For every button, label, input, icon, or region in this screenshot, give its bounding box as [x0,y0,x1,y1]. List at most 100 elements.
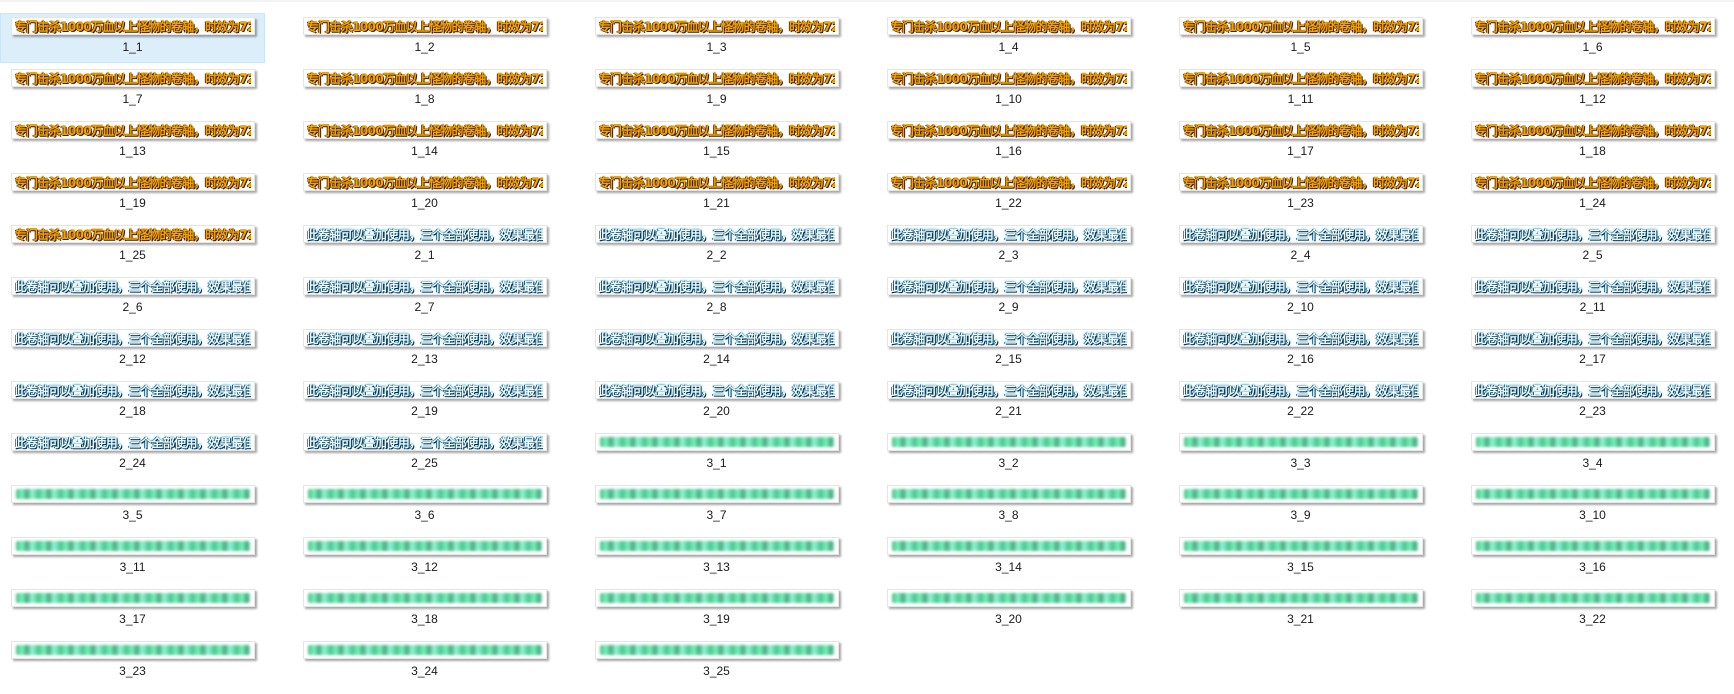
image-thumbnail [1470,589,1715,607]
file-item[interactable]: 此卷轴可以叠加使用，三个全部使用，效果最佳 2_14 [585,326,848,374]
file-item[interactable]: 3_22 [1461,586,1724,634]
thumbnail-frame: 此卷轴可以叠加使用，三个全部使用，效果最佳 [1178,224,1423,244]
file-item[interactable]: 3_9 [1169,482,1432,530]
file-item[interactable]: 3_3 [1169,430,1432,478]
file-item[interactable]: 此卷轴可以叠加使用，三个全部使用，效果最佳 2_12 [1,326,264,374]
file-item[interactable]: 此卷轴可以叠加使用，三个全部使用，效果最佳 2_21 [877,378,1140,426]
file-item[interactable]: 3_2 [877,430,1140,478]
file-item[interactable]: 专门击杀1000万血以上怪物的卷轴，时效为72小时 1_13 [1,118,264,166]
file-item[interactable]: 此卷轴可以叠加使用，三个全部使用，效果最佳 2_3 [877,222,1140,270]
file-item[interactable]: 3_24 [293,638,556,686]
thumbnail-caption-text: 专门击杀1000万血以上怪物的卷轴，时效为72小时 [890,123,1127,138]
file-item[interactable]: 3_19 [585,586,848,634]
file-item[interactable]: 专门击杀1000万血以上怪物的卷轴，时效为72小时 1_5 [1169,14,1432,62]
file-item[interactable]: 此卷轴可以叠加使用，三个全部使用，效果最佳 2_8 [585,274,848,322]
file-item[interactable]: 专门击杀1000万血以上怪物的卷轴，时效为72小时 1_10 [877,66,1140,114]
image-thumbnail: 此卷轴可以叠加使用，三个全部使用，效果最佳 [1178,225,1423,243]
file-item[interactable]: 此卷轴可以叠加使用，三个全部使用，效果最佳 2_17 [1461,326,1724,374]
file-item[interactable]: 专门击杀1000万血以上怪物的卷轴，时效为72小时 1_25 [1,222,264,270]
file-item[interactable]: 专门击杀1000万血以上怪物的卷轴，时效为72小时 1_14 [293,118,556,166]
file-item[interactable]: 专门击杀1000万血以上怪物的卷轴，时效为72小时 1_1 [0,13,265,63]
file-item[interactable]: 3_4 [1461,430,1724,478]
file-item[interactable]: 专门击杀1000万血以上怪物的卷轴，时效为72小时 1_24 [1461,170,1724,218]
file-name-label: 2_3 [998,248,1019,262]
thumbnail-frame [1470,588,1715,608]
image-thumbnail: 专门击杀1000万血以上怪物的卷轴，时效为72小时 [1178,69,1423,87]
file-item[interactable]: 此卷轴可以叠加使用，三个全部使用，效果最佳 2_18 [1,378,264,426]
file-item[interactable]: 专门击杀1000万血以上怪物的卷轴，时效为72小时 1_4 [877,14,1140,62]
file-item[interactable]: 3_17 [1,586,264,634]
file-item[interactable]: 专门击杀1000万血以上怪物的卷轴，时效为72小时 1_23 [1169,170,1432,218]
file-item[interactable]: 专门击杀1000万血以上怪物的卷轴，时效为72小时 1_21 [585,170,848,218]
thumbnail-caption-text: 专门击杀1000万血以上怪物的卷轴，时效为72小时 [1474,175,1711,190]
file-item[interactable]: 此卷轴可以叠加使用，三个全部使用，效果最佳 2_13 [293,326,556,374]
image-thumbnail [302,537,547,555]
file-item[interactable]: 此卷轴可以叠加使用，三个全部使用，效果最佳 2_15 [877,326,1140,374]
file-item[interactable]: 此卷轴可以叠加使用，三个全部使用，效果最佳 2_5 [1461,222,1724,270]
file-item[interactable]: 专门击杀1000万血以上怪物的卷轴，时效为72小时 1_20 [293,170,556,218]
thumbnail-caption-text: 专门击杀1000万血以上怪物的卷轴，时效为72小时 [598,175,835,190]
file-item[interactable]: 3_16 [1461,534,1724,582]
file-item[interactable]: 3_14 [877,534,1140,582]
file-item[interactable]: 专门击杀1000万血以上怪物的卷轴，时效为72小时 1_7 [1,66,264,114]
file-item[interactable]: 此卷轴可以叠加使用，三个全部使用，效果最佳 2_22 [1169,378,1432,426]
thumbnail-frame: 此卷轴可以叠加使用，三个全部使用，效果最佳 [1470,224,1715,244]
file-item[interactable]: 3_5 [1,482,264,530]
file-item[interactable]: 此卷轴可以叠加使用，三个全部使用，效果最佳 2_2 [585,222,848,270]
thumbnail-caption-text: 此卷轴可以叠加使用，三个全部使用，效果最佳 [1474,227,1711,242]
file-item[interactable]: 3_6 [293,482,556,530]
file-item[interactable]: 3_21 [1169,586,1432,634]
file-item[interactable]: 专门击杀1000万血以上怪物的卷轴，时效为72小时 1_17 [1169,118,1432,166]
file-item[interactable]: 3_13 [585,534,848,582]
file-item[interactable]: 3_18 [293,586,556,634]
file-item[interactable]: 专门击杀1000万血以上怪物的卷轴，时效为72小时 1_22 [877,170,1140,218]
blurred-text-image [307,593,542,603]
file-item[interactable]: 3_20 [877,586,1140,634]
file-item[interactable]: 专门击杀1000万血以上怪物的卷轴，时效为72小时 1_16 [877,118,1140,166]
file-item[interactable]: 3_25 [585,638,848,686]
file-name-label: 1_4 [998,40,1019,54]
file-item[interactable]: 此卷轴可以叠加使用，三个全部使用，效果最佳 2_20 [585,378,848,426]
image-thumbnail [1178,485,1423,503]
file-item[interactable]: 此卷轴可以叠加使用，三个全部使用，效果最佳 2_7 [293,274,556,322]
file-item[interactable]: 3_8 [877,482,1140,530]
file-item[interactable]: 专门击杀1000万血以上怪物的卷轴，时效为72小时 1_18 [1461,118,1724,166]
file-item[interactable]: 3_10 [1461,482,1724,530]
file-item[interactable]: 3_23 [1,638,264,686]
file-item[interactable]: 此卷轴可以叠加使用，三个全部使用，效果最佳 2_4 [1169,222,1432,270]
file-item[interactable]: 此卷轴可以叠加使用，三个全部使用，效果最佳 2_1 [293,222,556,270]
file-item[interactable]: 专门击杀1000万血以上怪物的卷轴，时效为72小时 1_9 [585,66,848,114]
file-item[interactable]: 专门击杀1000万血以上怪物的卷轴，时效为72小时 1_3 [585,14,848,62]
file-item[interactable]: 此卷轴可以叠加使用，三个全部使用，效果最佳 2_16 [1169,326,1432,374]
file-item[interactable]: 此卷轴可以叠加使用，三个全部使用，效果最佳 2_25 [293,430,556,478]
thumbnail-frame: 此卷轴可以叠加使用，三个全部使用，效果最佳 [10,328,255,348]
file-item[interactable]: 专门击杀1000万血以上怪物的卷轴，时效为72小时 1_6 [1461,14,1724,62]
file-item[interactable]: 3_11 [1,534,264,582]
file-item[interactable]: 3_1 [585,430,848,478]
file-item[interactable]: 专门击杀1000万血以上怪物的卷轴，时效为72小时 1_8 [293,66,556,114]
file-item[interactable]: 3_12 [293,534,556,582]
file-item[interactable]: 专门击杀1000万血以上怪物的卷轴，时效为72小时 1_2 [293,14,556,62]
file-item[interactable]: 此卷轴可以叠加使用，三个全部使用，效果最佳 2_9 [877,274,1140,322]
blurred-text-image [599,489,834,499]
file-item[interactable]: 专门击杀1000万血以上怪物的卷轴，时效为72小时 1_15 [585,118,848,166]
file-item[interactable]: 专门击杀1000万血以上怪物的卷轴，时效为72小时 1_19 [1,170,264,218]
file-name-label: 2_4 [1290,248,1311,262]
file-item[interactable]: 此卷轴可以叠加使用，三个全部使用，效果最佳 2_6 [1,274,264,322]
file-item[interactable]: 此卷轴可以叠加使用，三个全部使用，效果最佳 2_23 [1461,378,1724,426]
file-item[interactable]: 此卷轴可以叠加使用，三个全部使用，效果最佳 2_10 [1169,274,1432,322]
file-item[interactable]: 专门击杀1000万血以上怪物的卷轴，时效为72小时 1_12 [1461,66,1724,114]
image-thumbnail [1178,537,1423,555]
image-thumbnail: 专门击杀1000万血以上怪物的卷轴，时效为72小时 [1470,173,1715,191]
thumbnail-frame: 专门击杀1000万血以上怪物的卷轴，时效为72小时 [10,172,255,192]
thumbnail-frame [594,588,839,608]
thumbnail-caption-text: 专门击杀1000万血以上怪物的卷轴，时效为72小时 [1474,71,1711,86]
file-item[interactable]: 此卷轴可以叠加使用，三个全部使用，效果最佳 2_24 [1,430,264,478]
file-item[interactable]: 3_15 [1169,534,1432,582]
file-item[interactable]: 此卷轴可以叠加使用，三个全部使用，效果最佳 2_19 [293,378,556,426]
file-item[interactable]: 此卷轴可以叠加使用，三个全部使用，效果最佳 2_11 [1461,274,1724,322]
file-item[interactable]: 专门击杀1000万血以上怪物的卷轴，时效为72小时 1_11 [1169,66,1432,114]
file-item[interactable]: 3_7 [585,482,848,530]
thumbnail-frame: 此卷轴可以叠加使用，三个全部使用，效果最佳 [1178,276,1423,296]
thumbnail-frame: 专门击杀1000万血以上怪物的卷轴，时效为72小时 [886,68,1131,88]
